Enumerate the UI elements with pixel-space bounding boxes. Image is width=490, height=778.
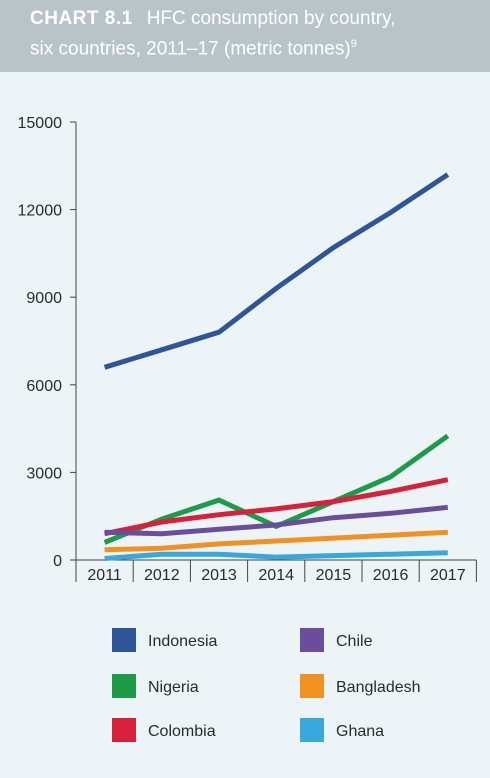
chart-lines: [103, 172, 450, 561]
x-tick-label: 2014: [258, 567, 294, 584]
chart-number-label: CHART 8.1: [30, 8, 133, 29]
series-line-bangladesh: [104, 529, 448, 553]
chart-title-line-2: six countries, 2011–17 (metric tonnes): [30, 38, 351, 60]
y-tick-label: 15000: [18, 115, 63, 132]
legend-swatch-colombia: [112, 718, 136, 742]
legend-swatch-indonesia: [112, 628, 136, 652]
legend-swatch-ghana: [300, 718, 324, 742]
x-tick-label: 2017: [430, 567, 466, 584]
legend-label-chile: Chile: [336, 633, 373, 650]
x-tick-label: 2013: [201, 567, 237, 584]
legend-swatch-bangladesh: [300, 674, 324, 698]
legend-label-indonesia: Indonesia: [148, 633, 217, 650]
series-line-colombia: [104, 477, 449, 537]
series-line-indonesia: [103, 172, 450, 370]
chart-title-line-1: HFC consumption by country,: [146, 8, 396, 29]
footnote-marker: 9: [350, 38, 357, 50]
legend-label-nigeria: Nigeria: [148, 679, 199, 696]
y-tick-label: 9000: [26, 290, 62, 307]
y-tick-label: 3000: [26, 465, 62, 482]
header-line-1: CHART 8.1 HFC consumption by country,: [30, 8, 396, 30]
series-line-chile: [104, 504, 449, 537]
legend-label-colombia: Colombia: [148, 723, 216, 740]
legend-label-ghana: Ghana: [336, 723, 384, 740]
legend-label-bangladesh: Bangladesh: [336, 679, 421, 696]
y-tick-label: 6000: [26, 378, 62, 395]
series-line-ghana: [104, 550, 448, 561]
chart-axes: 0 3000 6000 9000 12000 15000 2011 2012 2013 2014 2…: [18, 115, 477, 584]
legend-swatch-chile: [300, 628, 324, 652]
y-tick-label: 12000: [18, 203, 63, 220]
x-tick-label: 2015: [316, 567, 352, 584]
x-tick-label: 2012: [144, 567, 180, 584]
x-tick-label: 2011: [87, 567, 122, 584]
legend-swatch-nigeria: [112, 674, 136, 698]
x-tick-label: 2016: [373, 567, 409, 584]
chart-legend: Indonesia Nigeria Colombia Chile Bangladesh G…: [112, 628, 421, 742]
y-tick-label: 0: [53, 553, 62, 570]
header-line-2: six countries, 2011–17 (metric tonnes)9: [30, 38, 357, 60]
chart-header: CHART 8.1 HFC consumption by country, six…: [0, 0, 490, 72]
